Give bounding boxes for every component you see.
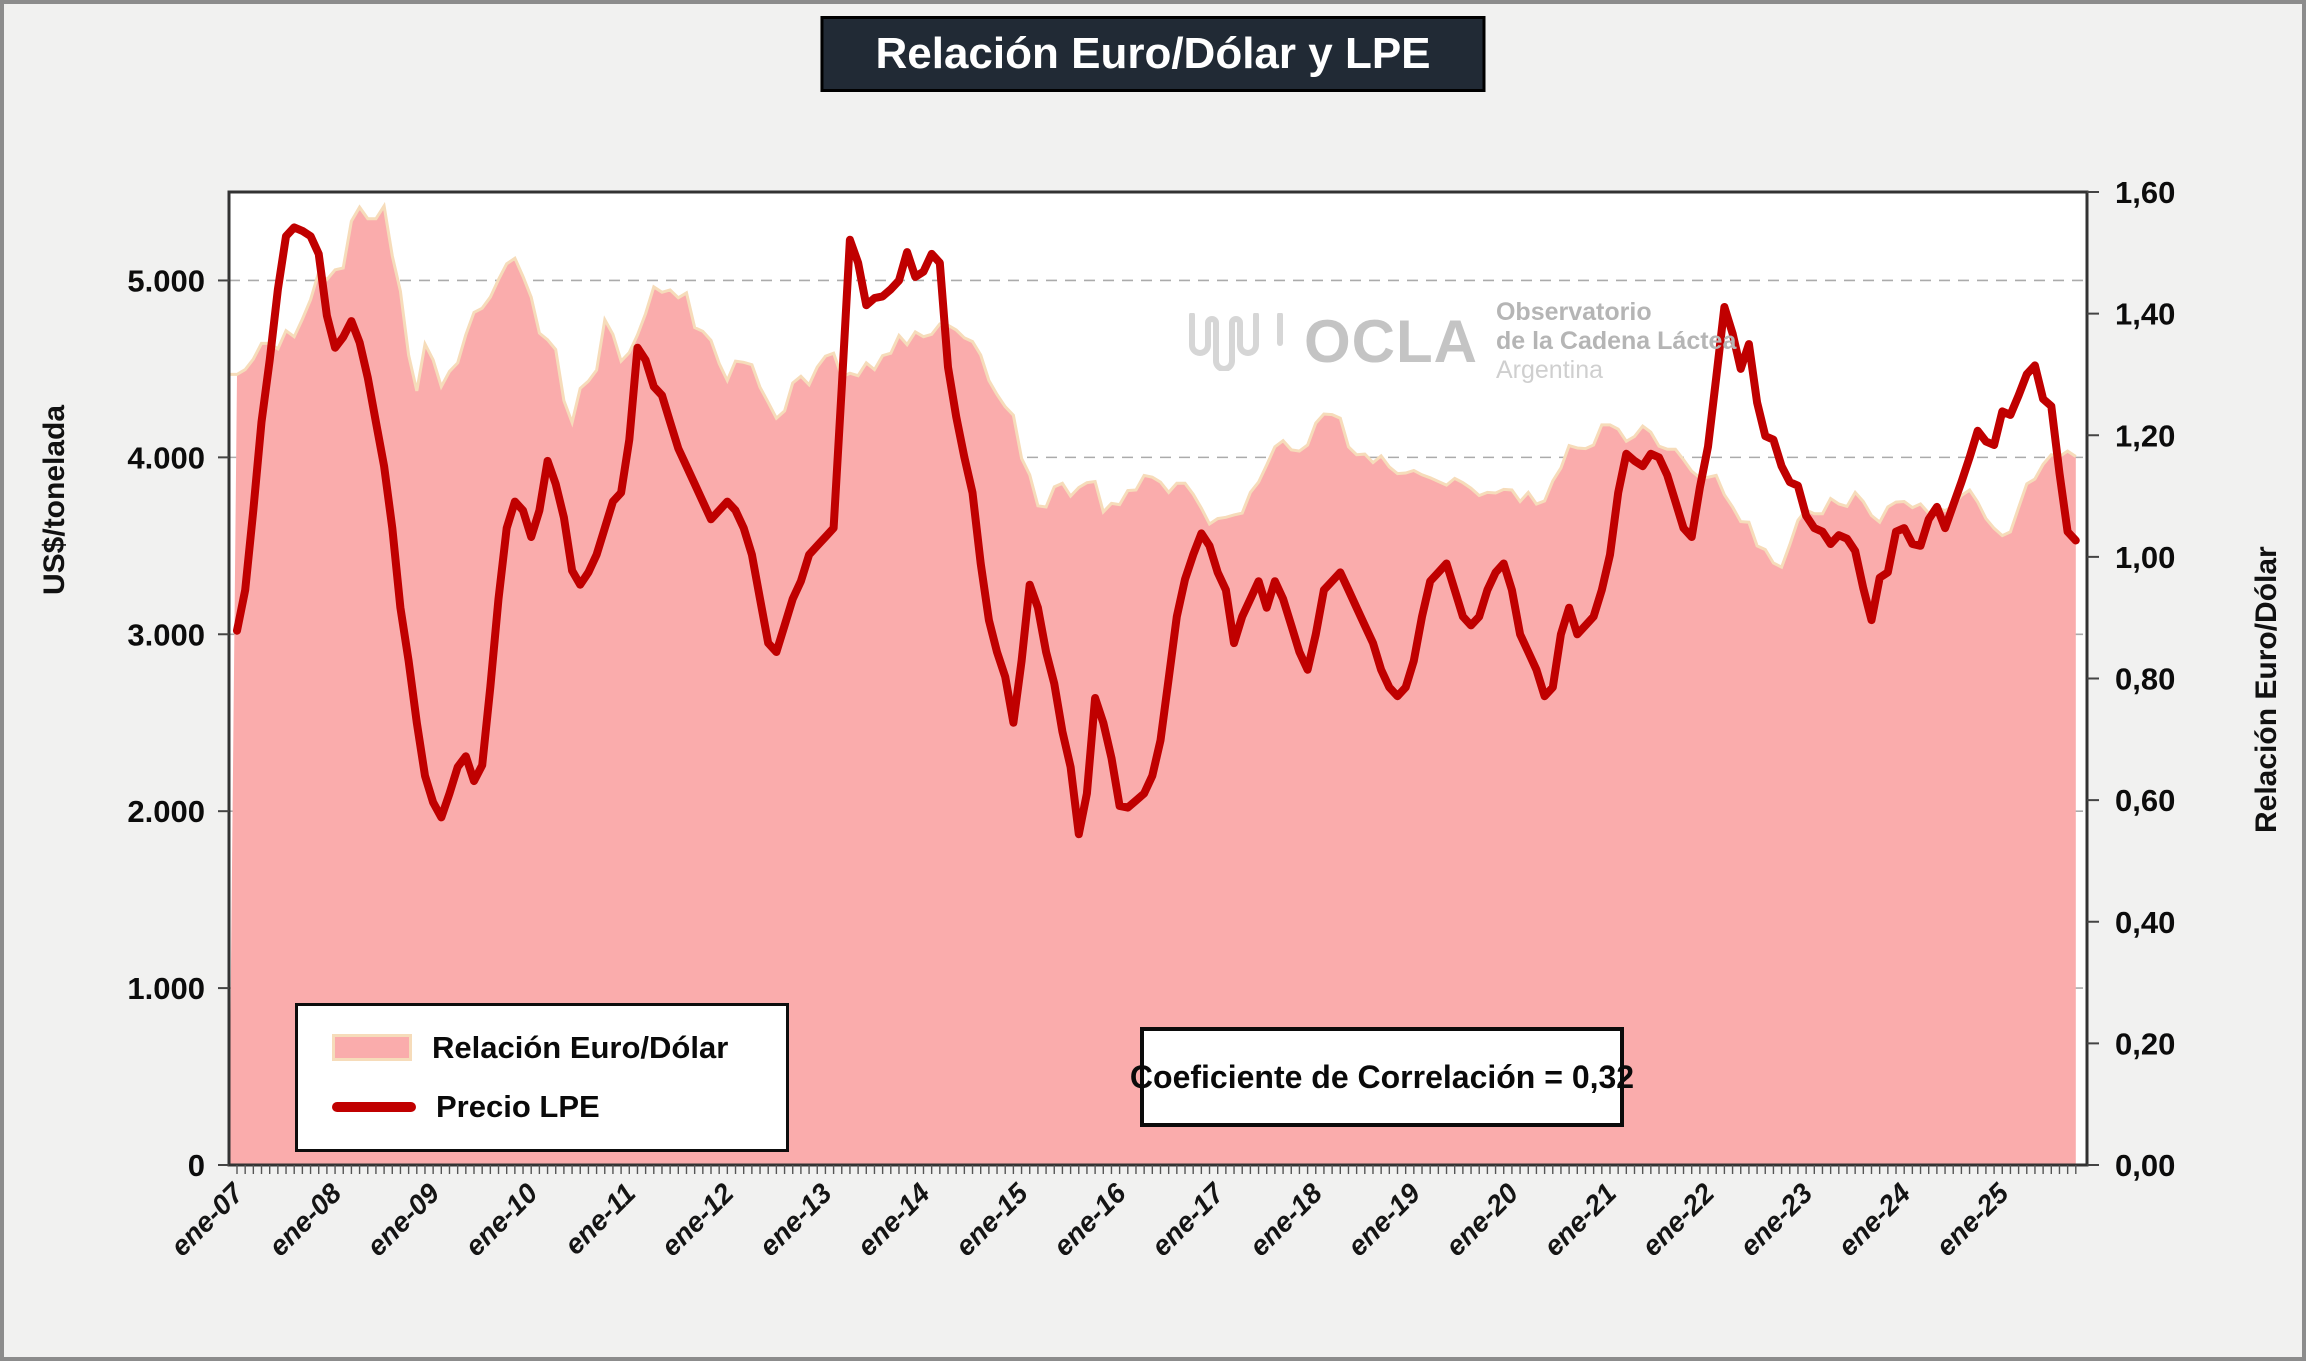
area-swatch-icon	[332, 1034, 412, 1062]
right-axis-tick-label: 1,60	[2115, 175, 2175, 210]
x-axis-tick-label: ene-16	[1047, 1177, 1132, 1262]
x-axis-tick-label: ene-25	[1930, 1177, 2015, 1262]
precio-lpe-line	[233, 223, 2080, 839]
right-axis-title: Relación Euro/Dólar	[2250, 546, 2283, 834]
x-axis-tick-label: ene-13	[753, 1177, 838, 1262]
left-axis-tick-label: 2.000	[127, 794, 205, 829]
x-axis-tick-label: ene-12	[655, 1177, 740, 1262]
left-axis-tick-label: 4.000	[127, 440, 205, 475]
watermark-line2: de la Cadena Láctea	[1495, 327, 1737, 355]
x-axis-tick-label: ene-24	[1832, 1177, 1917, 1262]
x-axis-tick-label: ene-07	[165, 1176, 251, 1262]
x-axis-tick-label: ene-17	[1145, 1176, 1231, 1262]
x-axis-tick-label: ene-14	[851, 1177, 936, 1262]
x-axis-tick-label: ene-15	[949, 1177, 1034, 1262]
left-axis-title: US$/tonelada	[38, 404, 71, 596]
x-axis-tick-label: ene-19	[1341, 1177, 1426, 1262]
chart-title: Relación Euro/Dólar y LPE	[820, 16, 1486, 92]
x-axis-tick-label: ene-22	[1636, 1177, 1721, 1262]
correlation-annotation: Coeficiente de Correlación = 0,32	[1130, 1027, 1634, 1127]
right-axis-tick-label: 0,80	[2115, 662, 2175, 697]
x-axis-tick-label: ene-21	[1538, 1177, 1623, 1262]
left-axis-tick-label: 5.000	[127, 263, 205, 298]
right-axis-tick-label: 1,40	[2115, 297, 2175, 332]
legend-label-euro-dolar: Relación Euro/Dólar	[432, 1029, 729, 1065]
ocla-logo-icon	[1189, 312, 1283, 371]
right-axis-tick-label: 0,00	[2115, 1148, 2175, 1183]
ocla-watermark: OCLA Observatorio de la Cadena Láctea Ar…	[1186, 298, 1736, 385]
right-axis-tick-label: 0,20	[2115, 1026, 2175, 1061]
left-axis-tick-label: 1.000	[127, 971, 205, 1006]
euro-dolar-area	[229, 206, 2076, 1165]
legend-item-euro-dolar: Relación Euro/Dólar	[332, 1030, 786, 1066]
legend-item-precio-lpe: Precio LPE	[332, 1089, 786, 1125]
watermark-line1: Observatorio	[1495, 298, 1652, 326]
x-axis-tick-label: ene-09	[361, 1177, 446, 1262]
right-axis-tick-label: 1,00	[2115, 540, 2175, 575]
right-axis-tick-label: 1,20	[2115, 418, 2175, 453]
ocla-acronym: OCLA	[1304, 308, 1478, 375]
left-axis-tick-label: 3.000	[127, 617, 205, 652]
x-axis-tick-label: ene-23	[1734, 1177, 1819, 1262]
x-axis-tick-label: ene-20	[1439, 1177, 1524, 1262]
euro-dolar-area-edge	[229, 201, 2077, 570]
x-axis-tick-label: ene-08	[263, 1177, 348, 1262]
line-swatch-icon	[332, 1102, 416, 1113]
x-axis-tick-label: ene-10	[459, 1177, 544, 1262]
right-axis-tick-label: 0,60	[2115, 783, 2175, 818]
watermark-line3: Argentina	[1495, 356, 1604, 384]
right-axis-tick-label: 0,40	[2115, 905, 2175, 940]
legend: Relación Euro/Dólar Precio LPE	[295, 1003, 789, 1152]
left-axis-tick-label: 0	[188, 1148, 205, 1183]
x-axis-tick-label: ene-11	[558, 1177, 641, 1260]
x-axis-tick-label: ene-18	[1243, 1177, 1328, 1262]
legend-label-precio-lpe: Precio LPE	[436, 1089, 600, 1125]
